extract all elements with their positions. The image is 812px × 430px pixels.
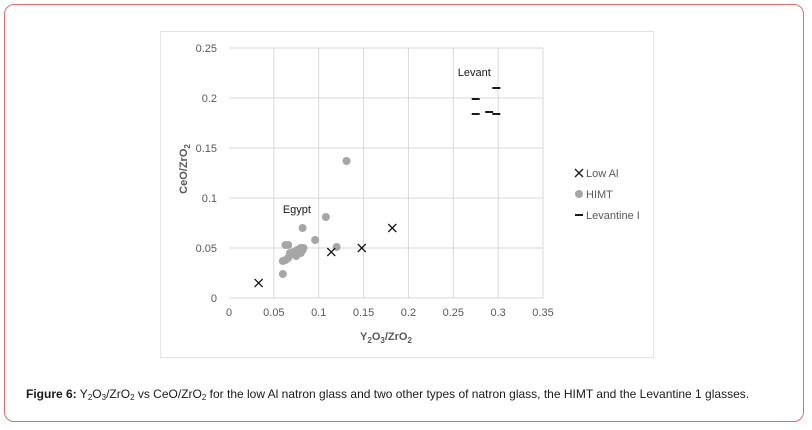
caption-sub-3: 2 bbox=[130, 393, 135, 402]
x-tick-label: 0.35 bbox=[532, 307, 553, 319]
series-himt bbox=[278, 157, 351, 278]
y-tick-label: 0.15 bbox=[196, 143, 217, 155]
y-tick-label: 0.05 bbox=[196, 243, 217, 255]
data-point bbox=[342, 157, 351, 165]
legend-marker bbox=[575, 190, 583, 198]
x-tick-label: 0.2 bbox=[401, 307, 416, 319]
y-tick-label: 0 bbox=[211, 293, 217, 305]
annotation-label: Levant bbox=[458, 67, 491, 79]
caption-text-4: vs CeO/ZrO bbox=[134, 387, 202, 401]
series-levantine-i bbox=[471, 87, 501, 115]
x-tick-label: 0.05 bbox=[263, 307, 284, 319]
figure-caption: Figure 6: Y2O3/ZrO2 vs CeO/ZrO2 for the … bbox=[26, 387, 796, 402]
legend: Low Al HIMT Levantine I bbox=[574, 168, 640, 222]
data-point bbox=[254, 278, 264, 288]
marker-stroke bbox=[326, 247, 336, 257]
scatter-chart: 0 0.05 0.1 0.15 0.2 0.25 0.3 0.35 0 0.05 0.1 0.15 0.… bbox=[178, 43, 640, 345]
annotation-label: Egypt bbox=[283, 204, 311, 216]
x-tick-label: 0.25 bbox=[443, 307, 464, 319]
caption-text-2: O bbox=[92, 387, 102, 401]
data-point bbox=[284, 241, 293, 249]
data-point bbox=[278, 270, 287, 278]
x-tick-label: 0.3 bbox=[490, 307, 505, 319]
x-axis-title: Y2O3/ZrO2 bbox=[360, 331, 412, 345]
caption-text-3: /ZrO bbox=[106, 387, 131, 401]
y-tick-label: 0.25 bbox=[196, 43, 217, 55]
caption-sub-2: 3 bbox=[101, 393, 107, 402]
caption-text-1: Y bbox=[79, 387, 88, 401]
legend-label: Levantine I bbox=[586, 210, 640, 222]
y-tick-label: 0.1 bbox=[202, 193, 217, 205]
legend-label: Low Al bbox=[586, 168, 618, 180]
data-point bbox=[357, 243, 367, 253]
caption-text-5: for the low Al natron glass and two othe… bbox=[206, 387, 750, 401]
x-tick-label: 0 bbox=[226, 307, 232, 319]
series-low-al bbox=[254, 223, 397, 288]
data-point bbox=[299, 244, 308, 252]
chart-panel: 0 0.05 0.1 0.15 0.2 0.25 0.3 0.35 0 0.05 0.1 0.15 0.… bbox=[161, 32, 653, 357]
figure-frame: 0 0.05 0.1 0.15 0.2 0.25 0.3 0.35 0 0.05 0.1 0.15 0.… bbox=[4, 4, 804, 422]
legend-label: HIMT bbox=[586, 189, 613, 201]
y-tick-label: 0.2 bbox=[202, 93, 217, 105]
data-point bbox=[298, 224, 307, 232]
marker-stroke bbox=[357, 243, 367, 253]
marker-stroke bbox=[387, 223, 397, 233]
x-tick-label: 0.1 bbox=[311, 307, 326, 319]
marker-stroke bbox=[574, 168, 584, 178]
data-point bbox=[321, 213, 330, 221]
caption-label: Figure 6: bbox=[26, 387, 77, 401]
y-axis-title: CeO/ZrO2 bbox=[178, 144, 192, 194]
legend-marker bbox=[574, 168, 584, 178]
marker-stroke bbox=[254, 278, 264, 288]
data-point bbox=[326, 247, 336, 257]
data-point bbox=[387, 223, 397, 233]
caption-sub-1: 2 bbox=[87, 393, 93, 402]
caption-sub-4: 2 bbox=[201, 393, 207, 402]
x-tick-label: 0.15 bbox=[353, 307, 374, 319]
data-point bbox=[311, 236, 320, 244]
